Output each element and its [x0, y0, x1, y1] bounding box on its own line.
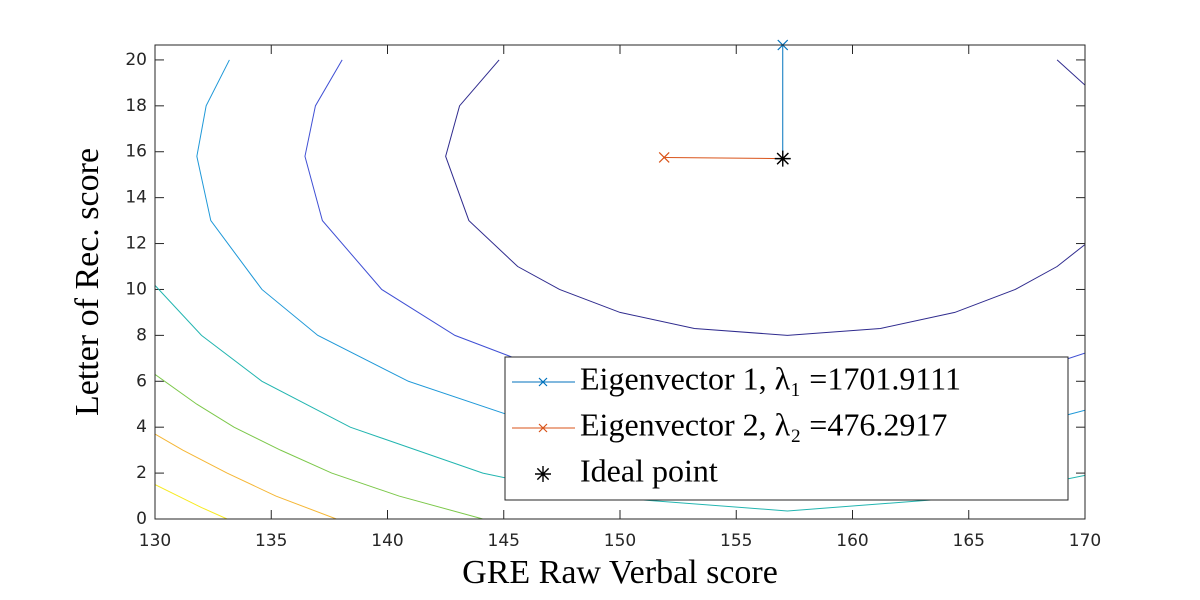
legend-box	[504, 356, 1069, 501]
x-tick-label: 135	[255, 531, 287, 551]
x-tick-label: 170	[1069, 531, 1101, 551]
y-tick-label: 0	[136, 509, 147, 529]
y-tick-label: 4	[136, 417, 147, 437]
contour-line	[445, 59, 1085, 336]
x-tick-label: 145	[488, 531, 520, 551]
y-tick-label: 18	[125, 96, 147, 116]
x-tick-label: 140	[371, 531, 403, 551]
legend: Eigenvector 1, λ₁ =1701.9111 Eigenvector …	[504, 356, 1069, 501]
y-tick-label: 16	[125, 142, 147, 162]
x-tick-label: 130	[139, 531, 171, 551]
y-tick-label: 10	[125, 279, 147, 299]
y-tick-label: 2	[136, 463, 147, 483]
contour-line	[155, 484, 228, 519]
y-tick-label: 20	[125, 50, 147, 70]
y-tick-label: 14	[125, 188, 147, 208]
contour-line	[155, 284, 1085, 512]
legend-marker	[538, 423, 548, 433]
y-tick-label: 6	[136, 371, 147, 391]
point-marker	[774, 150, 791, 167]
x-tick-label: 150	[604, 531, 636, 551]
legend-label: Eigenvector 2, λ₂ =476.2917	[580, 406, 947, 442]
x-axis-label: GRE Raw Verbal score	[462, 554, 778, 591]
contour-line	[155, 433, 337, 519]
contour-line	[155, 373, 483, 519]
x-tick-label: 160	[836, 531, 868, 551]
legend-marker	[535, 466, 551, 482]
point-marker	[658, 152, 670, 163]
legend-label: Eigenvector 1, λ₁ =1701.9111	[580, 360, 961, 396]
y-tick-label: 8	[136, 325, 147, 345]
y-tick-label: 12	[125, 234, 147, 254]
x-tick-label: 155	[720, 531, 752, 551]
y-axis-label: Letter of Rec. score	[69, 148, 106, 416]
legend-marker	[538, 377, 548, 387]
x-tick-label: 165	[953, 531, 985, 551]
series-line	[664, 156, 783, 160]
axes-box	[154, 44, 1086, 520]
legend-label: Ideal point	[580, 452, 718, 488]
